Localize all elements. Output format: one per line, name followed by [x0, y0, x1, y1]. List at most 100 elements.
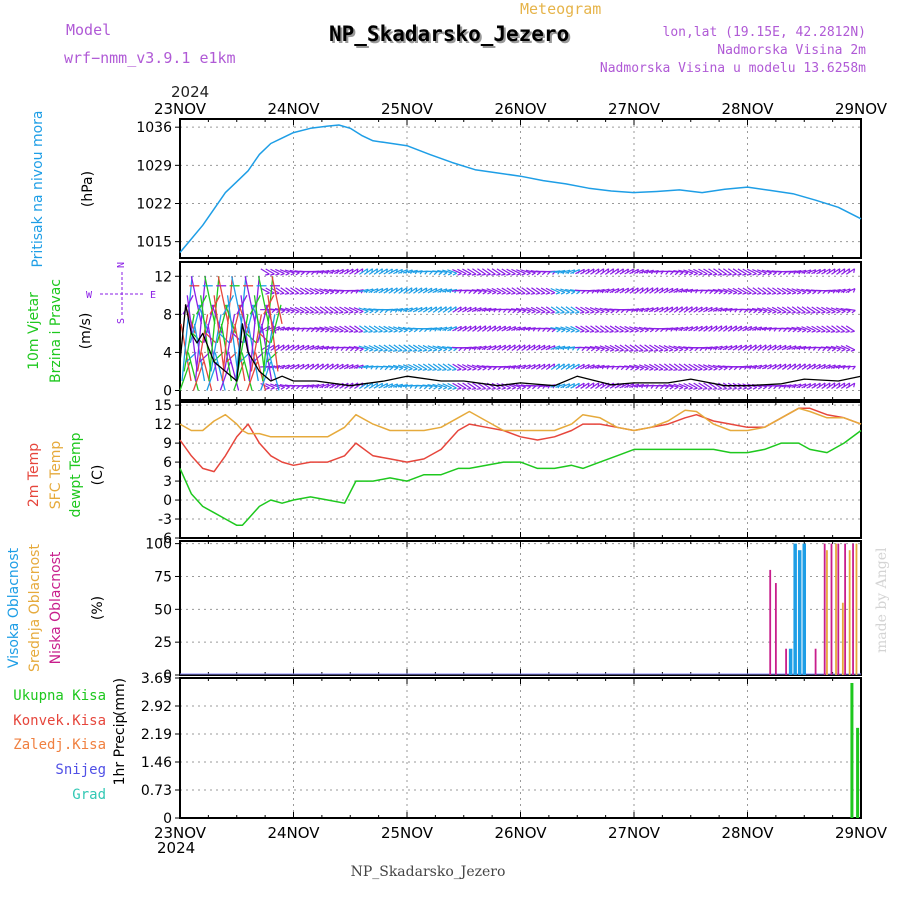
wind-barb — [402, 307, 413, 312]
wind-barb — [565, 288, 576, 293]
wind-barb-head — [369, 310, 374, 314]
wind-barb — [472, 268, 482, 275]
wind-barb — [275, 344, 285, 351]
wind-barb-early — [207, 323, 219, 382]
wind-barb-head — [653, 349, 659, 352]
wind-barb — [299, 363, 310, 370]
wind-barb — [643, 307, 654, 312]
wind-barb — [590, 268, 600, 275]
wind-barb-head — [634, 329, 639, 333]
cloud-low-label: Niska Oblacnost — [48, 551, 64, 664]
wind-barb — [737, 268, 747, 275]
wind-barb-head — [757, 310, 763, 314]
wind-barb-head — [442, 348, 448, 352]
wind-barb-head — [717, 387, 722, 390]
wind-barb-head — [718, 367, 723, 371]
wind-barb-head — [320, 329, 325, 333]
wind-barb — [309, 383, 320, 388]
wind-barb-head — [660, 328, 664, 333]
wind-barb — [506, 308, 517, 311]
wind-barb — [348, 306, 359, 313]
wind-barb — [516, 269, 526, 274]
wind-barb — [772, 287, 782, 294]
cloud-bar — [855, 543, 858, 675]
wind-barb — [486, 268, 496, 275]
pressure-axis-label: Pritisak na nivou mora — [30, 110, 46, 267]
wind-barb — [801, 269, 812, 274]
wind-barb — [486, 288, 497, 293]
wind-barb — [663, 384, 674, 388]
wind-barb — [673, 345, 684, 350]
wind-barb-head — [486, 387, 491, 390]
wind-barb — [841, 268, 850, 275]
wind-barb — [791, 363, 801, 371]
wind-barb — [442, 288, 453, 293]
wind-barb-head — [535, 292, 540, 295]
wind-barb-head — [467, 368, 472, 371]
wind-barb — [339, 306, 349, 313]
wind-barb — [840, 382, 851, 389]
wind-barb — [314, 288, 325, 294]
wind-barb — [668, 363, 678, 370]
wind-barb-head — [624, 349, 629, 352]
wind-barb-head — [840, 330, 845, 333]
wind-barb — [402, 326, 413, 331]
wind-barb — [766, 306, 777, 313]
wind-barb — [845, 268, 855, 275]
wind-barb — [727, 325, 737, 332]
wind-barb — [668, 287, 679, 294]
wind-barb — [712, 364, 723, 369]
cloud-bar — [793, 543, 797, 675]
wind-barb-head — [717, 273, 722, 276]
wind-barb-head — [703, 273, 708, 276]
wind-barb-head — [787, 328, 792, 333]
wind-barb-head — [417, 349, 423, 352]
wind-barb — [427, 345, 438, 351]
wind-barb — [845, 344, 856, 351]
wind-barb-head — [600, 348, 605, 352]
wind-barb — [767, 344, 777, 351]
wind-barb-head — [359, 310, 364, 314]
wind-barb — [319, 306, 329, 313]
wind-barb — [511, 326, 521, 332]
wind-barb — [629, 268, 639, 275]
wind-barb — [599, 307, 610, 312]
x-label-top: 28NOV — [721, 100, 774, 118]
cloud-bar — [802, 543, 806, 675]
wind-barb — [628, 308, 640, 312]
wind-barb-head — [565, 329, 571, 333]
wind-barb-head — [334, 291, 340, 295]
wind-barb — [383, 325, 393, 332]
wind-barb — [555, 269, 566, 274]
wind-barb — [707, 364, 718, 369]
wind-barb-head — [446, 368, 452, 371]
wind-barb — [776, 363, 787, 370]
x-label-bottom: 25NOV — [381, 824, 434, 842]
x-label-top: 23NOV — [154, 100, 207, 118]
wind-barb-head — [851, 309, 856, 314]
wind-barb — [545, 345, 556, 351]
wind-barb-head — [620, 309, 625, 314]
wind-barb — [678, 345, 689, 350]
wind-barb — [476, 345, 487, 350]
wind-ytick-label: 0 — [163, 383, 172, 399]
wind-barb — [634, 344, 644, 351]
wind-barb-head — [853, 268, 856, 274]
wind-barb — [540, 287, 551, 294]
wind-barb-head — [290, 310, 295, 314]
wind-barb — [462, 325, 472, 332]
wind-barb — [274, 364, 285, 369]
wind-barb-head — [615, 309, 620, 314]
wind-barb-head — [368, 330, 373, 333]
wind-barb-head — [630, 367, 635, 371]
wind-barb — [467, 268, 477, 275]
wind-barb — [643, 269, 654, 274]
wind-barb-head — [403, 367, 408, 371]
wind-barb — [413, 287, 423, 294]
wind-unit-label: (m/s) — [78, 313, 94, 350]
wind-barb-head — [674, 271, 679, 276]
wind-barb — [334, 306, 344, 313]
wind-barb-early — [187, 352, 199, 391]
wind-barb — [496, 268, 506, 275]
wind-barb — [447, 382, 457, 389]
